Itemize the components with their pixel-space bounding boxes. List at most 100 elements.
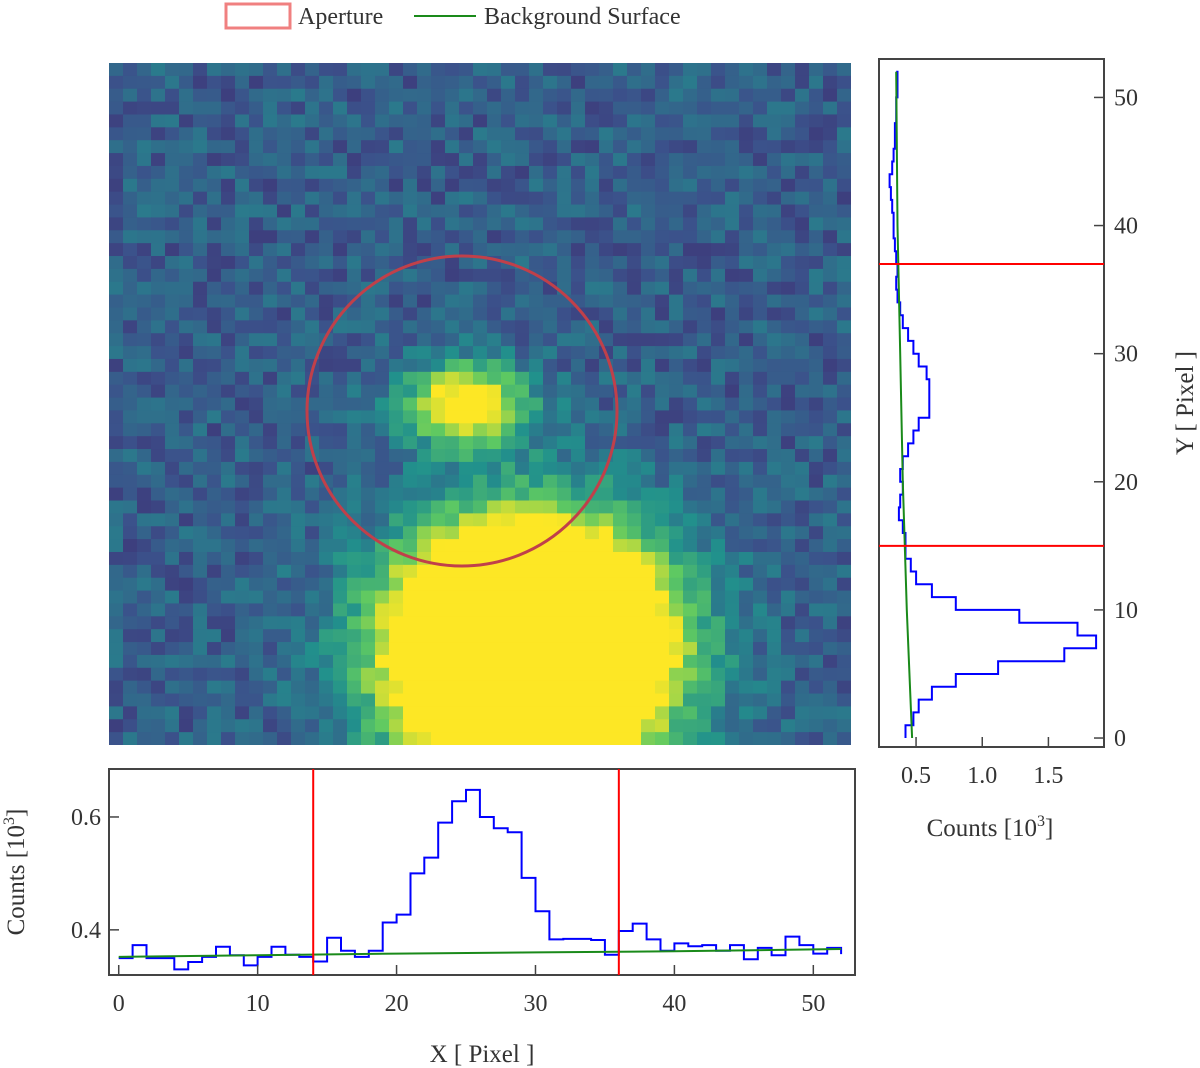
heatmap-cell bbox=[613, 63, 628, 77]
heatmap-cell bbox=[291, 191, 306, 206]
x-profile-panel: 0 10 20 30 40 500.40.6 X [ Pixel ] Counts [10… bbox=[1, 768, 856, 1068]
heatmap-cell bbox=[165, 616, 180, 630]
heatmap-cell bbox=[109, 371, 124, 386]
heatmap-cell bbox=[235, 397, 250, 412]
heatmap-cell bbox=[501, 320, 516, 334]
heatmap-cell bbox=[277, 732, 292, 745]
heatmap-cell bbox=[837, 101, 851, 116]
heatmap-cell bbox=[669, 667, 684, 682]
heatmap-cell bbox=[417, 268, 432, 283]
heatmap-cell bbox=[431, 358, 446, 373]
heatmap-cell bbox=[403, 449, 418, 463]
heatmap-cell bbox=[165, 629, 180, 643]
heatmap-cell bbox=[165, 461, 180, 476]
heatmap-cell bbox=[179, 654, 194, 669]
heatmap-cell bbox=[249, 268, 264, 283]
heatmap-cell bbox=[221, 461, 236, 476]
heatmap-cell bbox=[151, 320, 166, 334]
heatmap-cell bbox=[319, 140, 334, 154]
heatmap-cell bbox=[473, 101, 488, 116]
heatmap-cell bbox=[305, 165, 320, 180]
heatmap-cell bbox=[277, 165, 292, 180]
heatmap-cell bbox=[291, 114, 306, 128]
heatmap-cell bbox=[529, 603, 544, 617]
heatmap-cell bbox=[249, 667, 264, 682]
y-profile-line bbox=[888, 70, 1098, 738]
heatmap-cell bbox=[515, 358, 530, 373]
heatmap-cell bbox=[165, 513, 180, 527]
heatmap-cell bbox=[683, 384, 698, 399]
heatmap-cell bbox=[333, 268, 348, 283]
heatmap-cell bbox=[641, 63, 656, 77]
heatmap-cell bbox=[151, 513, 166, 527]
heatmap-cell bbox=[109, 384, 124, 399]
heatmap-cell bbox=[235, 693, 250, 707]
heatmap-cell bbox=[487, 603, 502, 617]
heatmap-cell bbox=[375, 384, 390, 399]
heatmap-cell bbox=[557, 333, 572, 347]
heatmap-cell bbox=[389, 423, 404, 437]
heatmap-cell bbox=[179, 294, 194, 309]
heatmap-cell bbox=[515, 732, 530, 745]
heatmap-cell bbox=[403, 127, 418, 141]
heatmap-cell bbox=[669, 513, 684, 527]
heatmap-cell bbox=[697, 654, 712, 669]
heatmap-cell bbox=[683, 719, 698, 733]
heatmap-cell bbox=[347, 667, 362, 682]
heatmap-cell bbox=[753, 500, 768, 514]
heatmap-cell bbox=[207, 256, 222, 270]
heatmap-cell bbox=[193, 153, 208, 167]
heatmap-cell bbox=[725, 577, 740, 592]
heatmap-cell bbox=[151, 371, 166, 386]
heatmap-cell bbox=[837, 436, 851, 450]
heatmap-cell bbox=[403, 346, 418, 360]
heatmap-cell bbox=[263, 346, 278, 360]
heatmap-cell bbox=[291, 461, 306, 476]
heatmap-cell bbox=[109, 706, 124, 720]
heatmap-cell bbox=[599, 577, 614, 592]
heatmap-cell bbox=[319, 204, 334, 219]
heatmap-cell bbox=[221, 178, 236, 193]
heatmap-cell bbox=[515, 230, 530, 244]
heatmap-cell bbox=[291, 654, 306, 669]
heatmap-cell bbox=[109, 191, 124, 206]
heatmap-cell bbox=[585, 268, 600, 283]
heatmap-cell bbox=[515, 410, 530, 424]
heatmap-cell bbox=[235, 191, 250, 206]
heatmap-cell bbox=[599, 654, 614, 669]
heatmap-cell bbox=[277, 333, 292, 347]
heatmap-cell bbox=[613, 204, 628, 219]
heatmap-cell bbox=[543, 551, 558, 566]
heatmap-cell bbox=[501, 513, 516, 527]
heatmap-cell bbox=[627, 410, 642, 424]
heatmap-cell bbox=[809, 191, 824, 206]
heatmap-cell bbox=[627, 461, 642, 476]
heatmap-cell bbox=[305, 693, 320, 707]
heatmap-cell bbox=[305, 654, 320, 669]
heatmap-cell bbox=[473, 680, 488, 695]
heatmap-cell bbox=[333, 667, 348, 682]
heatmap-cell bbox=[165, 397, 180, 412]
heatmap-cell bbox=[473, 410, 488, 424]
heatmap-cell bbox=[767, 230, 782, 244]
heatmap-cell bbox=[375, 358, 390, 373]
heatmap-cell bbox=[249, 500, 264, 514]
heatmap-cell bbox=[809, 706, 824, 720]
heatmap-cell bbox=[277, 140, 292, 154]
heatmap-cell bbox=[235, 642, 250, 656]
heatmap-cell bbox=[151, 667, 166, 682]
heatmap-cell bbox=[347, 500, 362, 514]
heatmap-cell bbox=[809, 243, 824, 257]
heatmap-cell bbox=[753, 114, 768, 128]
heatmap-cell bbox=[543, 590, 558, 605]
heatmap-cell bbox=[753, 243, 768, 257]
heatmap-cell bbox=[375, 564, 390, 579]
heatmap-cell bbox=[543, 461, 558, 476]
heatmap-cell bbox=[739, 281, 754, 296]
heatmap-cell bbox=[473, 320, 488, 334]
heatmap-cell bbox=[179, 706, 194, 720]
heatmap-cell bbox=[809, 436, 824, 450]
heatmap-cell bbox=[165, 204, 180, 219]
heatmap-cell bbox=[767, 487, 782, 502]
